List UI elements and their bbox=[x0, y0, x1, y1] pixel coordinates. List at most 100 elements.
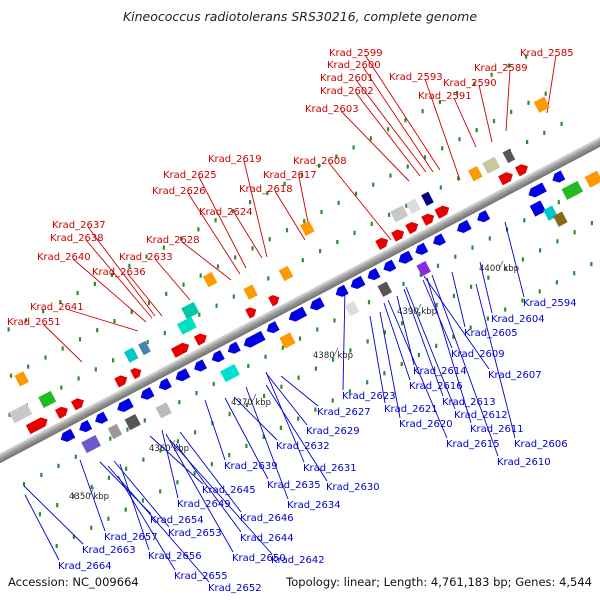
gene-box bbox=[406, 198, 421, 214]
tick-dot bbox=[128, 263, 131, 268]
tick-dot bbox=[557, 200, 560, 205]
tick-dot bbox=[234, 255, 237, 260]
leader-line bbox=[405, 286, 456, 410]
tick-dot bbox=[126, 427, 129, 432]
topology-text: Topology: linear; Length: 4,761,183 bp; … bbox=[285, 575, 592, 589]
gene-arrow-shape bbox=[367, 267, 381, 281]
leader-line bbox=[233, 396, 278, 441]
gene-label-forward: Krad_2590 bbox=[443, 78, 497, 89]
tick-dot bbox=[560, 121, 563, 126]
scale-tick bbox=[89, 486, 95, 496]
gene-arrow-reverse bbox=[415, 242, 429, 255]
gene-label-reverse: Krad_2649 bbox=[177, 499, 231, 510]
gene-arrow-shape bbox=[140, 387, 155, 400]
gene-box-shape bbox=[300, 220, 315, 236]
gene-box bbox=[377, 281, 393, 297]
gene-label-reverse: Krad_2646 bbox=[240, 513, 294, 524]
gene-labels: Krad_2651 Krad_2641 Krad_2640 Krad_2638 Krad… bbox=[7, 48, 577, 594]
gene-arrow-reverse bbox=[367, 267, 381, 281]
gene-arrow-shape bbox=[130, 367, 142, 380]
tick-dot bbox=[93, 281, 96, 286]
tick-dot bbox=[366, 339, 369, 344]
tick-dot bbox=[458, 137, 461, 142]
label-leader-lines bbox=[23, 54, 557, 583]
leader-line bbox=[42, 323, 83, 363]
scale-label: 4380 kbp bbox=[313, 351, 353, 361]
tick-dot bbox=[336, 239, 339, 245]
tick-dot bbox=[400, 362, 403, 367]
tick-dot bbox=[388, 212, 391, 217]
tick-dot bbox=[27, 364, 30, 369]
gene-label-reverse: Krad_2604 bbox=[491, 314, 545, 325]
tick-dot bbox=[72, 534, 75, 539]
gene-arrow-shape bbox=[268, 295, 280, 307]
tick-dot bbox=[267, 276, 270, 281]
tick-dot bbox=[38, 512, 41, 517]
gene-label-reverse: Krad_2606 bbox=[514, 439, 568, 450]
tick-dot bbox=[78, 337, 82, 342]
gene-label-forward: Krad_2608 bbox=[293, 156, 347, 167]
tick-dot bbox=[470, 284, 473, 289]
gene-arrow-reverse bbox=[456, 219, 472, 233]
gene-label-forward: Krad_2637 bbox=[52, 220, 106, 231]
tick-dot bbox=[452, 334, 455, 339]
tick-dot bbox=[372, 182, 375, 187]
gene-arrow-shape bbox=[266, 321, 280, 334]
gene-features bbox=[8, 96, 600, 454]
tick-dot bbox=[387, 127, 390, 132]
gene-arrow-shape bbox=[432, 233, 446, 246]
tick-dot bbox=[507, 63, 510, 68]
gene-arrow-forward bbox=[498, 172, 513, 186]
tick-dot bbox=[197, 227, 200, 232]
tick-dot bbox=[441, 146, 444, 151]
tick-dot bbox=[352, 145, 355, 150]
gene-box bbox=[344, 301, 360, 317]
gene-box-shape bbox=[14, 371, 29, 387]
gene-box-shape bbox=[220, 364, 240, 383]
tick-dot bbox=[439, 185, 442, 190]
tick-dot bbox=[457, 176, 460, 181]
tick-dot bbox=[405, 203, 408, 208]
gene-label-forward: Krad_2619 bbox=[208, 154, 262, 165]
gene-label-reverse: Krad_2613 bbox=[442, 397, 496, 408]
tick-dot bbox=[419, 272, 422, 277]
gene-box bbox=[482, 156, 501, 174]
gene-arrow-shape bbox=[95, 411, 109, 424]
tick-dot bbox=[231, 209, 234, 214]
gene-arrow-shape bbox=[193, 333, 207, 346]
leader-line bbox=[85, 239, 153, 319]
gene-box-shape bbox=[138, 340, 151, 356]
gene-box-shape bbox=[468, 166, 483, 182]
gene-label-reverse: Krad_2630 bbox=[326, 482, 380, 493]
tick-dot bbox=[383, 371, 386, 376]
gene-arrow-reverse bbox=[60, 428, 76, 442]
tick-dot bbox=[452, 293, 455, 298]
gene-label-reverse: Krad_2610 bbox=[497, 457, 551, 468]
gene-arrow-reverse bbox=[398, 250, 414, 264]
tick-dot bbox=[525, 54, 528, 59]
gene-arrow-forward bbox=[25, 417, 48, 435]
gene-label-reverse: Krad_2621 bbox=[384, 404, 438, 415]
tick-dot bbox=[469, 325, 472, 330]
gene-box-shape bbox=[482, 156, 501, 174]
tick-dot bbox=[521, 257, 524, 262]
gene-box bbox=[8, 403, 33, 424]
gene-box-shape bbox=[533, 96, 550, 113]
gene-label-forward: Krad_2602 bbox=[320, 86, 374, 97]
tick-dot bbox=[178, 400, 181, 405]
tick-dot bbox=[176, 480, 179, 485]
tick-dot bbox=[94, 367, 97, 372]
leader-line bbox=[234, 213, 263, 259]
tick-dot bbox=[228, 453, 231, 458]
tick-dot bbox=[527, 100, 530, 105]
gene-box-shape bbox=[81, 435, 101, 454]
gene-box-shape bbox=[344, 301, 360, 317]
tick-dot bbox=[353, 230, 356, 235]
gene-arrow-forward bbox=[54, 406, 68, 419]
gene-box bbox=[502, 148, 516, 164]
gene-label-reverse: Krad_2623 bbox=[342, 391, 396, 402]
gene-arrow-forward bbox=[130, 367, 142, 380]
gene-arrow-reverse bbox=[175, 368, 191, 382]
leader-line bbox=[107, 465, 210, 583]
